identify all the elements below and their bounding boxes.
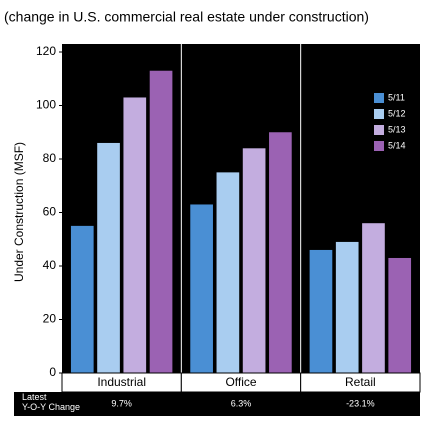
footer-label: Latest Y-O-Y Change xyxy=(22,392,80,412)
x-tick-label: Office xyxy=(225,375,256,389)
footer-value: 6.3% xyxy=(231,398,252,408)
y-tick-label: 60 xyxy=(43,205,57,219)
bar xyxy=(362,223,385,373)
bar xyxy=(149,70,173,373)
y-tick-label: 0 xyxy=(49,365,56,379)
legend-swatch xyxy=(374,93,384,103)
bar xyxy=(269,132,292,373)
bar xyxy=(335,241,359,373)
legend-label: 5/14 xyxy=(388,140,406,150)
y-axis-label: Under Construction (MSF) xyxy=(12,142,26,282)
bar xyxy=(70,225,94,373)
legend-swatch xyxy=(374,109,384,119)
legend-swatch xyxy=(374,125,384,135)
legend-label: 5/13 xyxy=(388,124,406,134)
bar xyxy=(242,148,266,373)
y-tick-label: 100 xyxy=(36,98,56,112)
bar xyxy=(190,204,213,373)
bar xyxy=(123,97,147,373)
legend-swatch xyxy=(374,141,384,151)
bar xyxy=(388,257,412,373)
plot-background xyxy=(62,44,420,373)
footer-label-line: Y-O-Y Change xyxy=(22,402,80,412)
x-tick-label: Industrial xyxy=(97,375,146,389)
bar xyxy=(97,142,120,373)
y-tick-label: 20 xyxy=(43,312,57,326)
y-tick-label: 40 xyxy=(43,258,57,272)
chart-title: (change in U.S. commercial real estate u… xyxy=(4,9,369,25)
y-tick-label: 120 xyxy=(36,44,56,58)
y-tick-label: 80 xyxy=(43,151,57,165)
legend-label: 5/12 xyxy=(388,108,406,118)
footer-label-line: Latest xyxy=(22,392,47,402)
footer-background xyxy=(14,392,420,416)
footer-value: 9.7% xyxy=(111,398,132,408)
bar xyxy=(309,249,333,373)
legend-label: 5/11 xyxy=(388,92,405,102)
x-tick-label: Retail xyxy=(345,375,376,389)
bar xyxy=(216,172,240,373)
footer-value: -23.1% xyxy=(346,398,375,408)
